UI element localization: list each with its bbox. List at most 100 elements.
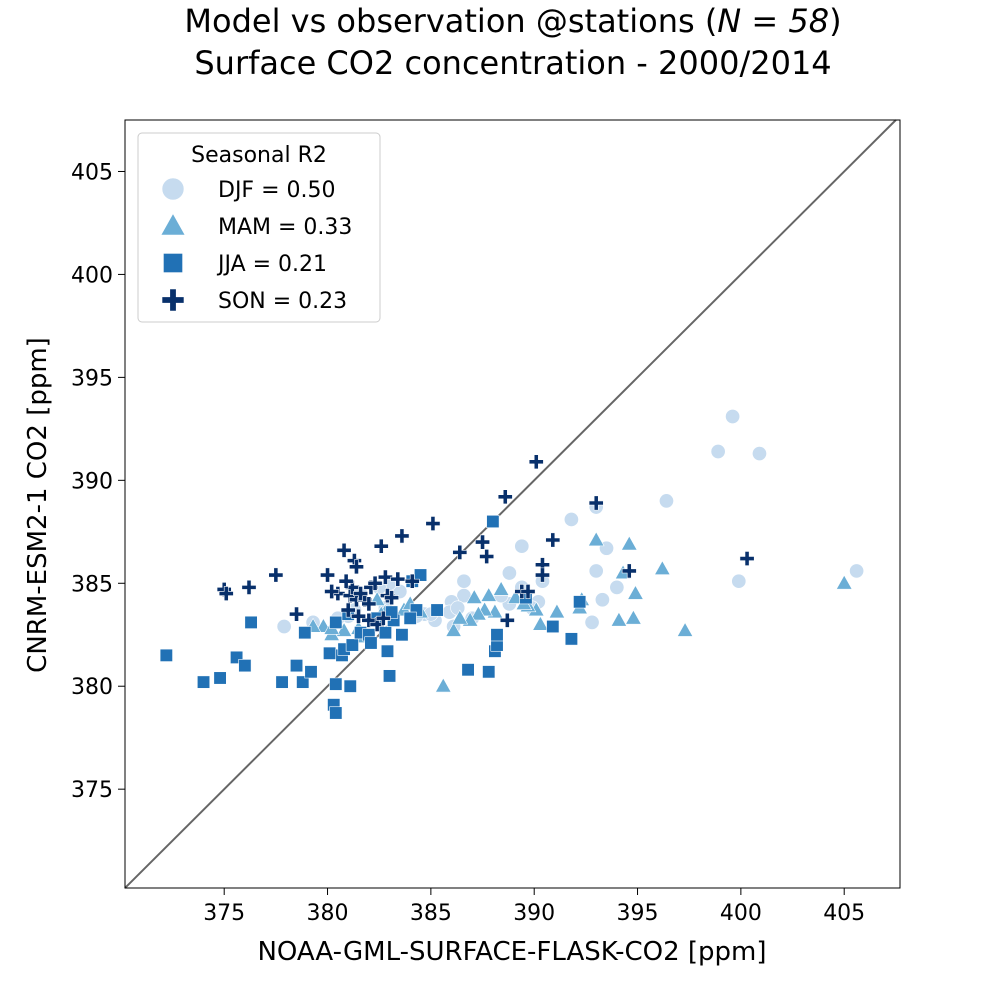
data-point: [492, 580, 510, 596]
data-point: [465, 589, 483, 604]
data-point: [654, 560, 671, 576]
data-point: [725, 409, 741, 424]
data-point: [351, 608, 366, 624]
y-tick-label: 390: [71, 469, 113, 494]
data-point: [520, 584, 536, 599]
legend-box: [137, 132, 381, 323]
legend-marker-triangle-icon: [160, 212, 186, 236]
data-point: [456, 573, 472, 589]
data-point: [289, 659, 304, 673]
data-point: [289, 606, 304, 622]
x-tick-label: 400: [720, 901, 762, 926]
data-point: [373, 538, 389, 554]
data-point: [367, 575, 383, 591]
data-point: [238, 659, 252, 673]
data-point: [445, 621, 462, 637]
data-point: [425, 516, 441, 532]
legend-marker-plus-icon: [161, 288, 185, 312]
series-plus: [216, 454, 755, 632]
data-point: [340, 602, 356, 618]
data-point: [535, 567, 550, 583]
data-point: [275, 675, 289, 689]
y-tick-label: 405: [71, 160, 113, 185]
data-point: [324, 584, 340, 599]
data-point: [731, 573, 747, 589]
data-point: [364, 636, 378, 650]
y-tick-label: 395: [71, 366, 113, 391]
data-point: [390, 571, 406, 587]
data-point: [375, 610, 391, 626]
data-point: [479, 549, 495, 564]
data-point: [218, 586, 234, 602]
data-point: [395, 628, 409, 642]
data-point: [620, 535, 638, 551]
data-point: [196, 675, 211, 689]
data-point: [627, 584, 644, 600]
identity-line: [124, 119, 897, 889]
data-point: [451, 609, 469, 625]
legend: Seasonal R2 DJF = 0.50 MAM = 0.33 JJA = 0.…: [137, 132, 381, 323]
legend-title: Seasonal R2: [191, 143, 327, 168]
data-point: [382, 669, 397, 683]
y-tick-label: 385: [71, 572, 113, 597]
data-point: [563, 511, 579, 527]
data-point: [676, 621, 694, 637]
data-point: [625, 609, 642, 625]
legend-label: JJA = 0.21: [216, 252, 327, 277]
data-point: [532, 615, 549, 631]
data-point: [343, 679, 357, 693]
data-point: [588, 495, 604, 511]
data-point: [739, 551, 755, 567]
data-point: [361, 596, 377, 612]
data-point: [323, 646, 337, 660]
data-point: [159, 648, 173, 662]
data-point: [609, 579, 625, 595]
data-point: [587, 531, 605, 547]
data-point: [268, 567, 284, 583]
x-tick-label: 380: [307, 901, 349, 926]
data-point: [499, 612, 515, 628]
data-point: [320, 567, 335, 583]
data-point: [659, 493, 674, 509]
data-point: [450, 600, 466, 616]
data-point: [345, 638, 359, 652]
data-point: [378, 626, 392, 640]
y-tick-label: 380: [71, 675, 113, 700]
data-point: [486, 514, 500, 529]
legend-marker-square-icon: [163, 253, 183, 273]
data-point: [338, 573, 354, 589]
data-point: [434, 677, 452, 693]
data-point: [213, 671, 227, 685]
data-point: [514, 538, 530, 554]
data-point: [353, 586, 369, 602]
data-point: [501, 565, 517, 581]
data-point: [482, 665, 496, 679]
y-tick-label: 400: [71, 263, 113, 288]
data-point: [480, 586, 498, 602]
data-point: [584, 614, 600, 630]
legend-marker-circle-icon: [161, 177, 185, 201]
legend-label: SON = 0.23: [218, 289, 347, 314]
data-point: [461, 663, 475, 677]
data-point: [329, 615, 343, 629]
data-point: [548, 603, 566, 619]
data-point: [336, 542, 352, 558]
x-tick-label: 375: [203, 901, 245, 926]
data-point: [361, 612, 377, 628]
y-tick-label: 375: [71, 778, 113, 803]
x-axis-label: NOAA-GML-SURFACE-FLASK-CO2 [ppm]: [257, 937, 766, 967]
data-point: [573, 595, 587, 609]
series-square: [159, 514, 587, 720]
data-point: [298, 626, 312, 640]
data-point: [329, 677, 343, 691]
data-point: [349, 559, 364, 575]
plot-area: [124, 119, 897, 889]
data-point: [849, 563, 865, 579]
data-point: [377, 569, 393, 585]
x-tick-label: 405: [823, 901, 865, 926]
data-point: [710, 444, 726, 459]
data-point: [452, 544, 468, 560]
data-point: [430, 603, 444, 617]
data-point: [588, 563, 604, 579]
